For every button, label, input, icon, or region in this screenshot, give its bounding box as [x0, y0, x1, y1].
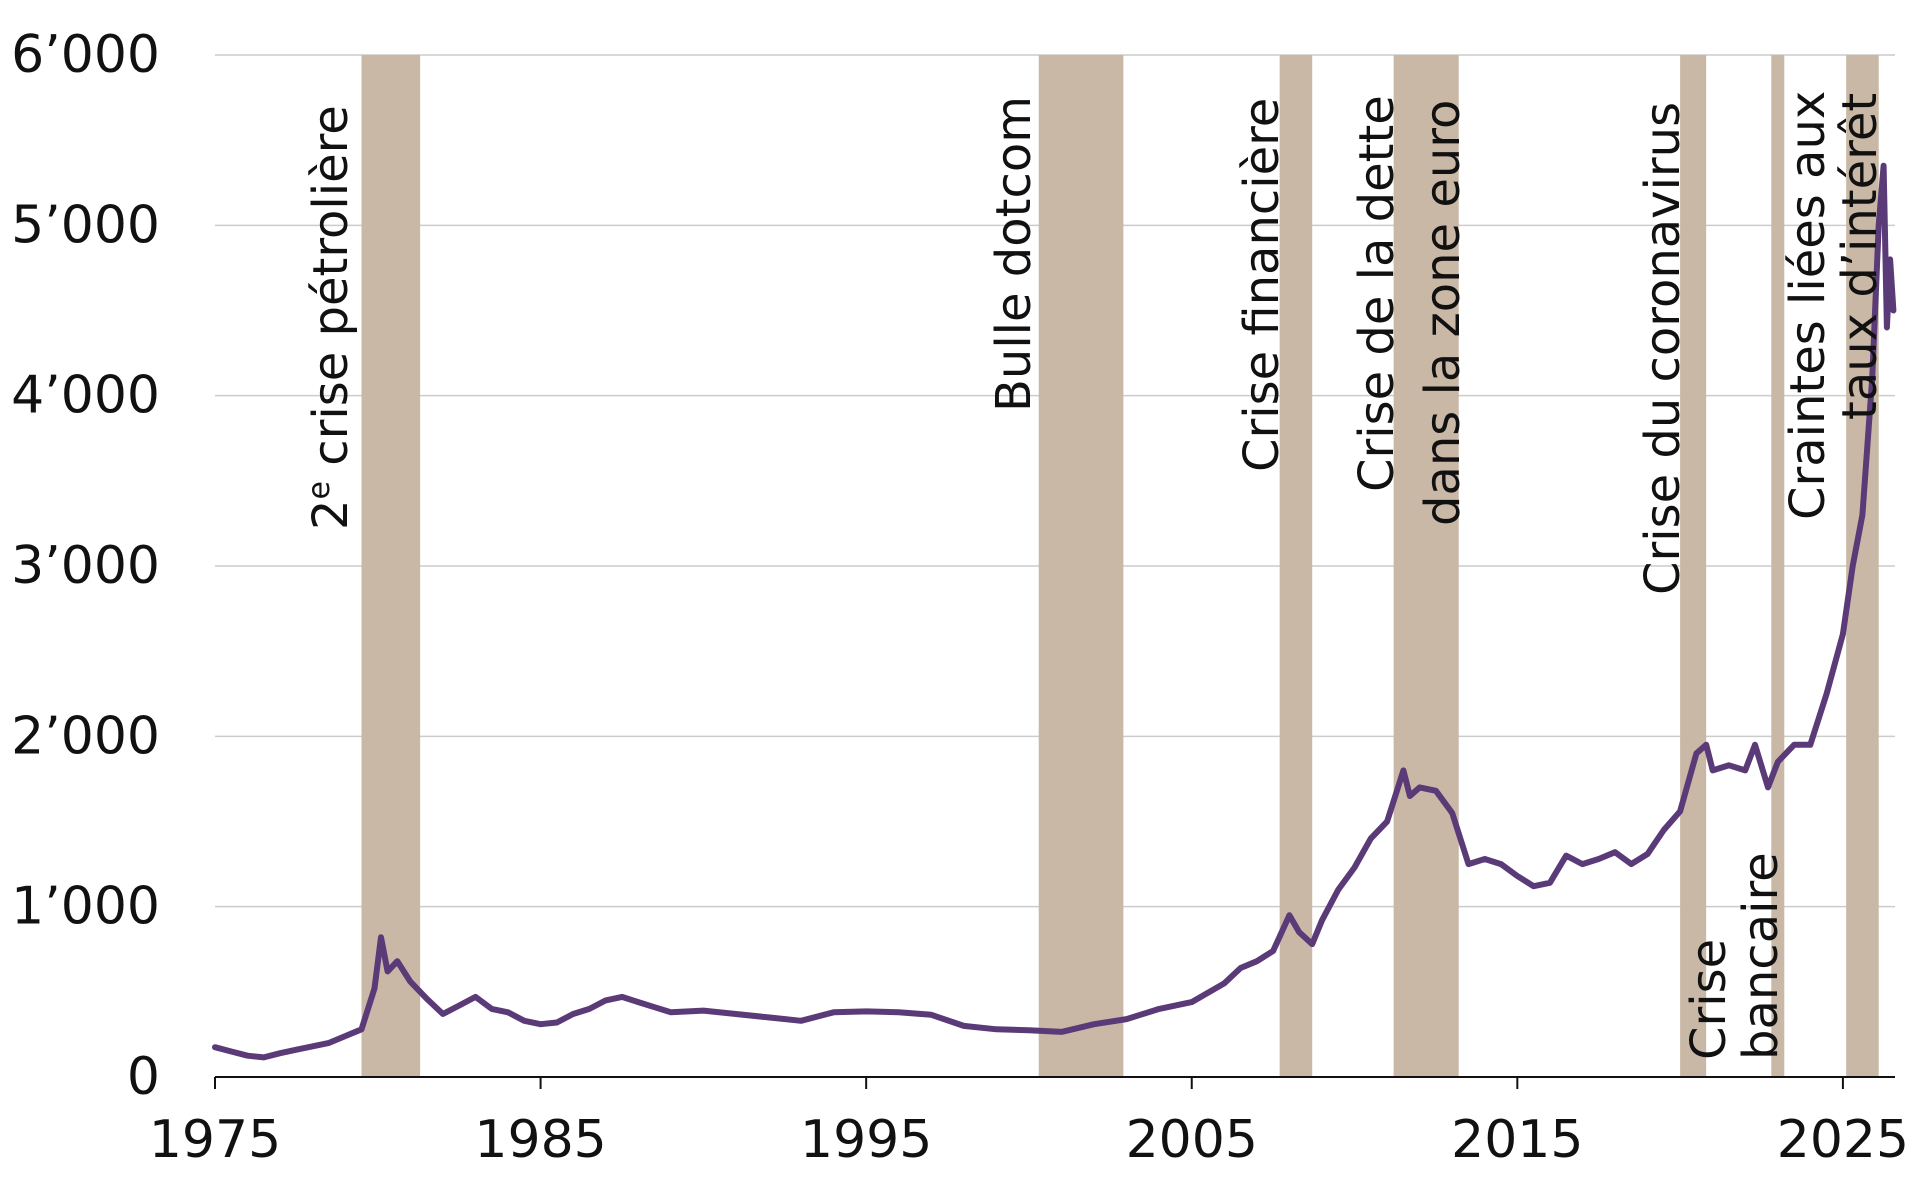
- annotation-coronavirus: Crise du coronavirus: [1635, 102, 1691, 595]
- crisis-band: [1038, 55, 1124, 1077]
- y-tick-labels: 0 1’000 2’000 3’000 4’000 5’000 6’000: [11, 25, 160, 1107]
- annotation-dotcom: Bulle dotcom: [986, 96, 1042, 412]
- y-tick-label: 0: [127, 1047, 160, 1107]
- crisis-band: [1393, 55, 1459, 1077]
- annotation-financial-crisis: Crise financière: [1234, 98, 1290, 472]
- annotation-eurozone-line2: dans la zone euro: [1415, 100, 1471, 526]
- y-tick-label: 4’000: [11, 366, 160, 426]
- annotation-eurozone-line1: Crise de la dette: [1349, 95, 1405, 492]
- x-tick-label: 2025: [1777, 1110, 1909, 1170]
- crisis-bands: [361, 55, 1879, 1077]
- y-tick-label: 1’000: [11, 877, 160, 937]
- annotation-rates-line2: taux d’intérêt: [1832, 93, 1888, 420]
- y-tick-label: 3’000: [11, 536, 160, 596]
- annotation-bank-line1: Crise: [1681, 939, 1737, 1060]
- crisis-band: [1680, 55, 1707, 1077]
- crisis-band: [1771, 55, 1785, 1077]
- x-tick-label: 1995: [800, 1110, 932, 1170]
- annotations: 2e crise pétrolière Bulle dotcom Crise f…: [302, 91, 1888, 1060]
- annotation-rates-line1: Craintes liées aux: [1780, 91, 1836, 520]
- axes: [214, 1076, 1895, 1089]
- y-tick-label: 2’000: [11, 706, 160, 766]
- price-series-line: [212, 162, 1897, 1061]
- annotation-bank-line2: bancaire: [1733, 852, 1789, 1060]
- x-tick-label: 1975: [149, 1110, 281, 1170]
- x-tick-labels: 1975 1985 1995 2005 2015 2025: [149, 1110, 1909, 1170]
- crisis-band: [1279, 55, 1313, 1077]
- x-tick-label: 2015: [1451, 1110, 1583, 1170]
- annotation-oil-crisis: 2e crise pétrolière: [302, 105, 359, 530]
- x-tick-label: 1985: [474, 1110, 606, 1170]
- y-tick-label: 6’000: [11, 25, 160, 85]
- x-tick-label: 2005: [1126, 1110, 1258, 1170]
- y-tick-label: 5’000: [11, 195, 160, 255]
- crisis-band: [361, 55, 421, 1077]
